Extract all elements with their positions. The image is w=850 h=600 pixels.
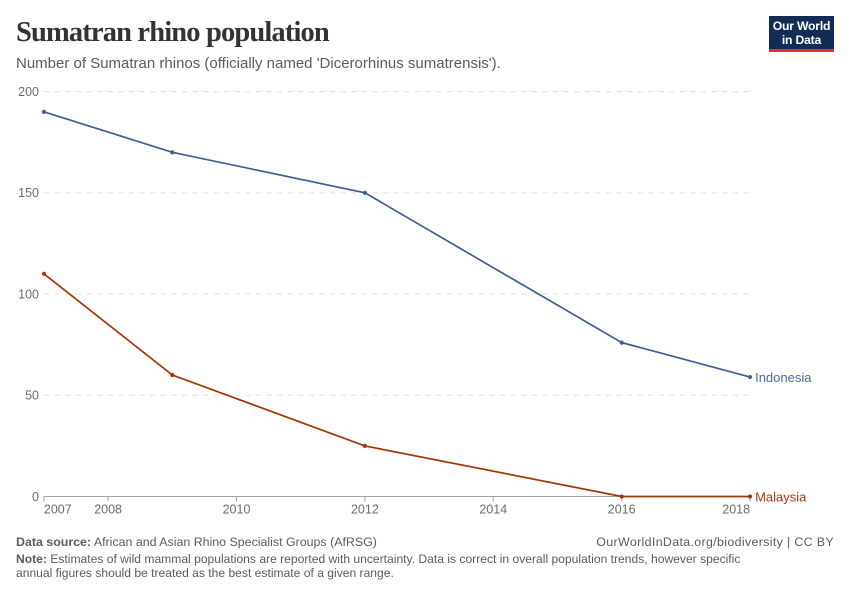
note-value: Estimates of wild mammal populations are… bbox=[16, 552, 741, 581]
series-line-malaysia bbox=[43, 273, 751, 498]
x-tick-label-2007: 2007 bbox=[44, 503, 72, 517]
x-tick-label-2016: 2016 bbox=[608, 503, 636, 517]
series-point-malaysia-2007 bbox=[41, 271, 47, 276]
y-tick-label-0: 0 bbox=[32, 490, 39, 504]
y-gridlines bbox=[43, 91, 751, 396]
y-tick-label-150: 150 bbox=[18, 186, 39, 200]
chart-subtitle: Number of Sumatran rhinos (officially na… bbox=[16, 55, 501, 72]
series-label-indonesia: Indonesia bbox=[755, 370, 812, 385]
x-tick-label-2018: 2018 bbox=[722, 503, 750, 517]
y-tick-label-100: 100 bbox=[18, 287, 39, 301]
datasource-line: Data source: African and Asian Rhino Spe… bbox=[16, 535, 834, 549]
y-tick-label-50: 50 bbox=[25, 389, 39, 403]
series-point-indonesia-2018 bbox=[748, 374, 753, 380]
x-tick-label-2008: 2008 bbox=[94, 503, 122, 517]
series-point-indonesia-2016 bbox=[619, 340, 624, 345]
note-line: Note: Estimates of wild mammal populatio… bbox=[16, 552, 751, 580]
y-axis-tick-labels: 0 50 100 150 200 bbox=[18, 85, 39, 504]
data-series-labels: Indonesia Malaysia bbox=[755, 370, 812, 504]
datasource-text: Data source: African and Asian Rhino Spe… bbox=[16, 535, 377, 549]
x-tick-label-2012: 2012 bbox=[351, 503, 379, 517]
datasource-label: Data source: bbox=[16, 535, 92, 549]
series-label-malaysia: Malaysia bbox=[755, 489, 807, 504]
data-series-lines bbox=[41, 109, 753, 499]
x-tick-label-2010: 2010 bbox=[223, 503, 251, 517]
series-point-indonesia-2009 bbox=[170, 150, 175, 155]
series-point-malaysia-2018 bbox=[748, 494, 753, 499]
series-point-malaysia-2009 bbox=[170, 372, 175, 378]
logo-text-line1: Our World bbox=[772, 18, 831, 33]
x-tick-label-2014: 2014 bbox=[479, 503, 507, 517]
attribution-text: OurWorldInData.org/biodiversity | CC BY bbox=[596, 535, 834, 549]
series-point-indonesia-2007 bbox=[41, 109, 47, 114]
x-axis-tick-labels: 2007 2008 2010 2012 2014 2016 2018 bbox=[44, 503, 750, 517]
datasource-value: African and Asian Rhino Specialist Group… bbox=[93, 535, 377, 549]
series-point-malaysia-2016 bbox=[619, 494, 624, 499]
our-world-in-data-logo: Our World in Data bbox=[769, 16, 834, 52]
series-point-malaysia-2012 bbox=[362, 443, 367, 448]
logo-text-line2: in Data bbox=[781, 32, 822, 47]
chart-footer: Data source: African and Asian Rhino Spe… bbox=[16, 535, 834, 580]
series-point-indonesia-2012 bbox=[362, 190, 367, 195]
series-line-indonesia bbox=[43, 110, 751, 378]
y-tick-label-200: 200 bbox=[18, 85, 39, 99]
note-label: Note: bbox=[16, 552, 47, 566]
chart-title: Sumatran rhino population bbox=[16, 17, 330, 48]
